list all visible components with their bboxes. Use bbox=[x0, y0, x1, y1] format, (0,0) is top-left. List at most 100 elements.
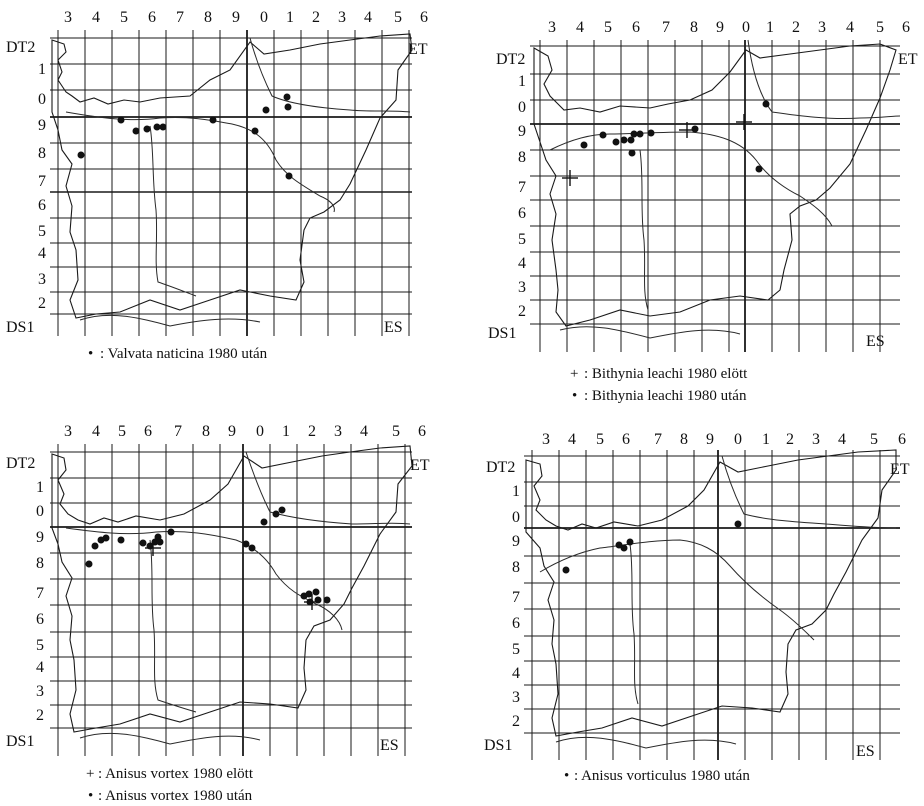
row-label: 2 bbox=[512, 713, 520, 730]
occurrence-dot bbox=[620, 136, 628, 144]
corner-label-et: ET bbox=[890, 461, 910, 478]
row-label: 7 bbox=[36, 585, 44, 602]
legend-entry: : Valvata naticina 1980 után bbox=[100, 346, 268, 362]
row-label: 3 bbox=[38, 271, 46, 288]
occurrence-dot bbox=[612, 138, 620, 146]
corner-label-es: ES bbox=[856, 743, 875, 760]
river bbox=[65, 111, 335, 213]
row-label: 8 bbox=[512, 559, 520, 576]
col-labels: 3 4 5 6 7 8 9 0 1 2 3 4 5 6 bbox=[64, 9, 428, 26]
corner-label-es: ES bbox=[866, 333, 885, 350]
occurrence-dot bbox=[77, 151, 85, 159]
legend: • : Valvata naticina 1980 után bbox=[88, 346, 268, 362]
col-label: 9 bbox=[706, 431, 714, 448]
col-label: 6 bbox=[418, 423, 426, 440]
legend-symbol-dot: • bbox=[88, 346, 93, 362]
occurrence-dot bbox=[146, 542, 154, 550]
country-border bbox=[51, 33, 413, 319]
occurrence-dot bbox=[285, 172, 293, 180]
legend-symbol-dot: • bbox=[88, 788, 93, 804]
corner-label-es: ES bbox=[380, 737, 399, 754]
occurrence-dot bbox=[323, 596, 331, 604]
row-label: 7 bbox=[38, 173, 46, 190]
col-label: 4 bbox=[846, 19, 854, 36]
river bbox=[539, 539, 815, 641]
corner-label-dt2: DT2 bbox=[486, 459, 515, 476]
utm-grid bbox=[524, 450, 900, 760]
river bbox=[639, 149, 649, 311]
utm-grid bbox=[50, 30, 412, 336]
occurrence-dot bbox=[312, 588, 320, 596]
col-label: 0 bbox=[742, 19, 750, 36]
occurrence-dot bbox=[620, 544, 628, 552]
row-label: 9 bbox=[36, 529, 44, 546]
row-labels: 1 0 9 8 7 6 5 4 3 2 bbox=[38, 61, 46, 312]
occurrence-dot bbox=[91, 542, 99, 550]
col-label: 3 bbox=[64, 423, 72, 440]
col-label: 4 bbox=[92, 423, 100, 440]
row-label: 0 bbox=[38, 91, 46, 108]
map-anisus-vorticulus: 3 4 5 6 7 8 9 0 1 2 3 4 5 6 DT2 DS1 ET E… bbox=[484, 431, 910, 784]
row-label: 5 bbox=[36, 637, 44, 654]
row-label: 5 bbox=[38, 223, 46, 240]
row-label: 4 bbox=[36, 659, 44, 676]
corner-label-ds1: DS1 bbox=[484, 737, 512, 754]
col-labels: 3 4 5 6 7 8 9 0 1 2 3 4 5 6 bbox=[64, 423, 426, 440]
col-label: 4 bbox=[360, 423, 368, 440]
country-border bbox=[51, 445, 413, 733]
occurrence-dot bbox=[306, 598, 314, 606]
corner-label-dt2: DT2 bbox=[6, 455, 35, 472]
occurrence-cross bbox=[562, 170, 578, 186]
row-label: 9 bbox=[518, 123, 526, 140]
col-label: 8 bbox=[204, 9, 212, 26]
occurrence-dot bbox=[599, 131, 607, 139]
map-anisus-vortex: 3 4 5 6 7 8 9 0 1 2 3 4 5 6 DT2 DS1 ET E… bbox=[6, 423, 430, 804]
occurrence-dot bbox=[580, 141, 588, 149]
col-labels: 3 4 5 6 7 8 9 0 1 2 3 4 5 6 bbox=[542, 431, 906, 448]
col-label: 1 bbox=[762, 431, 770, 448]
col-label: 5 bbox=[392, 423, 400, 440]
col-label: 0 bbox=[256, 423, 264, 440]
col-label: 2 bbox=[792, 19, 800, 36]
occurrence-dot bbox=[627, 136, 635, 144]
row-label: 0 bbox=[512, 509, 520, 526]
col-label: 5 bbox=[394, 9, 402, 26]
row-label: 4 bbox=[512, 665, 520, 682]
row-label: 0 bbox=[36, 503, 44, 520]
corner-label-dt2: DT2 bbox=[496, 51, 525, 68]
corner-label-es: ES bbox=[384, 319, 403, 336]
occurrence-dot bbox=[278, 506, 286, 514]
corner-label-ds1: DS1 bbox=[488, 325, 516, 342]
col-label: 5 bbox=[118, 423, 126, 440]
row-label: 1 bbox=[38, 61, 46, 78]
map-markers bbox=[85, 506, 331, 610]
map-markers bbox=[562, 520, 742, 574]
row-label: 1 bbox=[36, 479, 44, 496]
occurrence-dot bbox=[284, 103, 292, 111]
occurrence-dot bbox=[691, 125, 699, 133]
col-labels: 3 4 5 6 7 8 9 0 1 2 3 4 5 6 bbox=[548, 19, 910, 36]
col-label: 4 bbox=[364, 9, 372, 26]
river bbox=[79, 732, 261, 745]
legend-entry: : Bithynia leachi 1980 elött bbox=[584, 366, 748, 382]
col-label: 7 bbox=[654, 431, 662, 448]
occurrence-dot bbox=[132, 127, 140, 135]
legend-symbol-cross: + bbox=[86, 766, 94, 782]
col-label: 0 bbox=[734, 431, 742, 448]
col-label: 4 bbox=[568, 431, 576, 448]
row-label: 0 bbox=[518, 99, 526, 116]
occurrence-dot bbox=[628, 149, 636, 157]
occurrence-dot bbox=[260, 518, 268, 526]
row-label: 3 bbox=[512, 689, 520, 706]
col-label: 5 bbox=[596, 431, 604, 448]
col-label: 9 bbox=[232, 9, 240, 26]
occurrence-dot bbox=[209, 116, 217, 124]
row-label: 6 bbox=[512, 615, 520, 632]
row-labels: 1 0 9 8 7 6 5 4 3 2 bbox=[512, 483, 520, 730]
col-label: 9 bbox=[228, 423, 236, 440]
map-valvata: 3 4 5 6 7 8 9 0 1 2 3 4 5 6 DT2 DS1 ET E… bbox=[6, 9, 428, 362]
occurrence-dot bbox=[143, 125, 151, 133]
col-label: 1 bbox=[286, 9, 294, 26]
row-labels: 1 0 9 8 7 6 5 4 3 2 bbox=[36, 479, 44, 724]
occurrence-dot bbox=[85, 560, 93, 568]
